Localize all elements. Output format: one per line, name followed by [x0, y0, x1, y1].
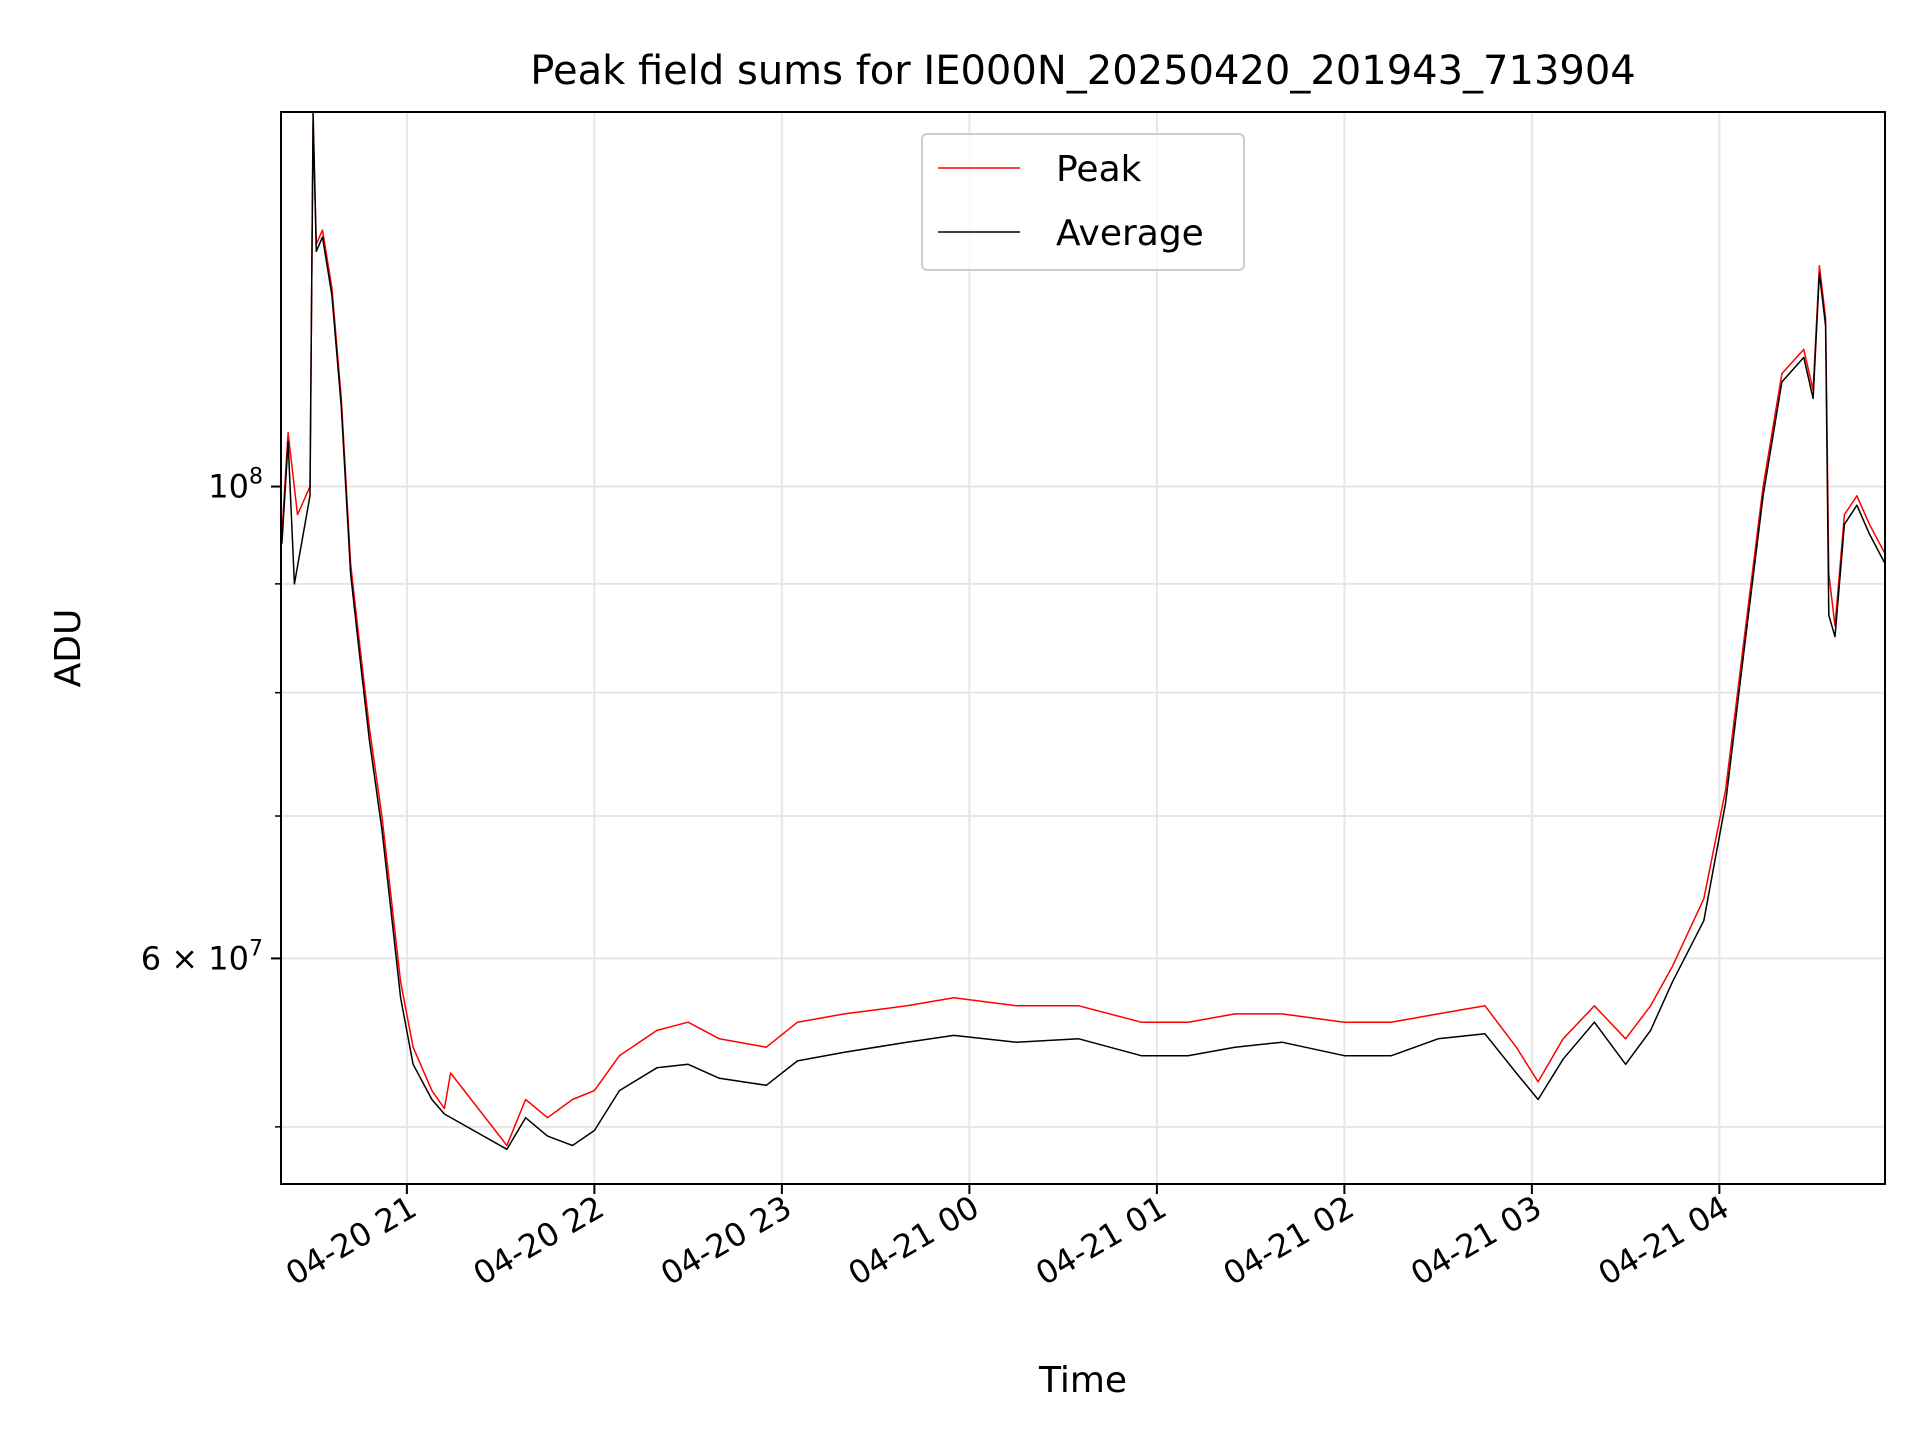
legend: Peak Average	[921, 133, 1245, 271]
x-axis-label: Time	[1038, 1360, 1127, 1401]
y-tick-label: 108	[208, 465, 263, 506]
grid-lines	[281, 112, 1885, 1184]
legend-label-average: Average	[1056, 213, 1204, 254]
y-axis-label: ADU	[48, 609, 89, 688]
chart-title: Peak field sums for IE000N_20250420_2019…	[530, 48, 1635, 94]
series-line-peak	[281, 123, 1885, 1147]
y-tick-label: 6 × 107	[141, 936, 263, 977]
y-axis: 6 × 107 108	[141, 465, 281, 1128]
series-line-average	[281, 112, 1885, 1151]
plot-frame	[280, 111, 1886, 1185]
series-layer	[281, 112, 1885, 1151]
legend-label-peak: Peak	[1056, 149, 1142, 190]
